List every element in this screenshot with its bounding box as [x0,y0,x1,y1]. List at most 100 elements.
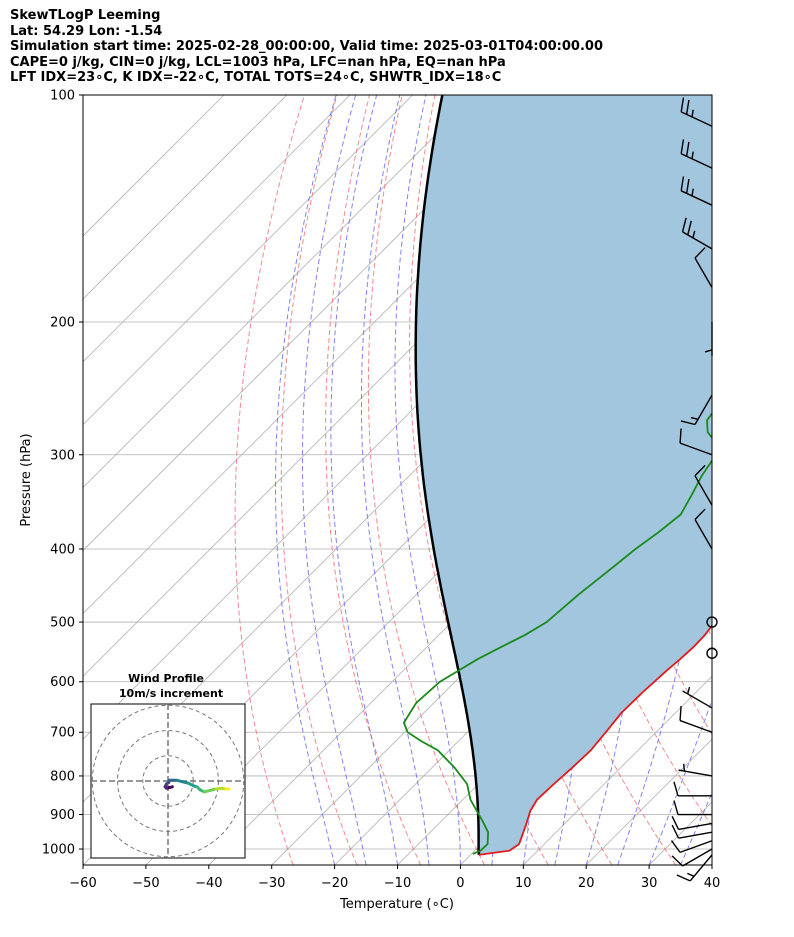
isotherm [83,95,476,489]
moist-adiabat [680,792,712,865]
y-tick-label: 500 [50,616,75,631]
barb-feather [673,800,679,815]
barb-staff [679,719,713,733]
barb-feather [694,464,706,477]
dry-adiabat [280,95,358,865]
barb-feather [680,176,685,191]
wind-barb [680,97,713,127]
inset-subtitle: 10m/s increment [119,687,223,700]
barb-feather [670,840,681,853]
dry-adiabat [761,95,794,865]
barb-feather [679,706,682,721]
x-tick-label: −30 [258,876,285,891]
y-tick-label: 400 [50,542,75,557]
barb-staff [678,769,713,777]
x-tick-label: −20 [321,876,348,891]
barb-feather [691,151,694,159]
x-tick-label: −60 [69,876,96,891]
y-tick-label: 600 [50,675,75,690]
hodograph [91,704,245,858]
x-tick-label: 20 [578,876,595,891]
moist-adiabat [648,698,712,865]
cin-shading [415,95,712,855]
wind-barb [670,840,713,854]
barb-staff [694,475,713,506]
barb-staff [694,519,713,550]
barb-feather [680,97,685,112]
isotherm [83,95,413,426]
y-tick-label: 800 [50,769,75,784]
isotherm [711,864,712,865]
barb-staff [678,822,713,831]
isotherm [523,675,712,865]
wind-barb [679,706,713,733]
dry-adiabat [325,95,422,865]
moist-adiabat [617,95,699,865]
profile-lines-layer [402,95,712,856]
dry-adiabat [367,95,485,865]
y-axis-label: Pressure (hPa) [19,433,34,526]
barb-staff [678,831,713,839]
wind-barb [682,686,713,709]
x-tick-label: 30 [641,876,658,891]
isotherm [83,95,225,237]
isotherm [83,95,351,363]
x-tick-label: 40 [704,876,721,891]
barb-feather [680,420,696,426]
barb-feather [687,220,692,236]
x-tick-label: −40 [195,876,222,891]
barb-feather [682,763,686,772]
parcel-profile [414,95,481,856]
wind-barb [678,763,713,777]
barb-feather [673,781,679,796]
isotherm [83,95,288,300]
wind-barb [680,394,713,426]
barb-feather [676,874,691,882]
y-tick-label: 300 [50,448,75,463]
y-tick-label: 700 [50,726,75,741]
inset-title: Wind Profile [128,672,204,685]
wind-barb [673,781,712,797]
x-tick-label: 10 [515,876,532,891]
barb-feather [691,188,694,196]
wind-barb [681,217,713,250]
barb-feather [679,428,682,444]
moist-adiabat [394,95,461,865]
wind-barbs-layer [670,97,718,882]
barb-feather [687,872,695,877]
wind-barb [673,800,712,816]
barb-staff [694,257,713,288]
axis-ticks: −60 −50 −40 −30 −20 −10 0 10 20 30 40 1000 900 800 700… [42,89,720,892]
wind-profile-inset: Wind Profile 10m/s increment [90,672,246,859]
y-tick-label: 1000 [42,843,75,858]
chart-header: SkewTLogP Leeming Lat: 54.29 Lon: -1.54 … [10,8,790,86]
index-line: LFT IDX=23∘C, K IDX=-22∘C, TOTAL TOTS=24… [10,70,502,85]
barb-feather [691,109,694,118]
cape-line: CAPE=0 j/kg, CIN=0 j/kg, LCL=1003 hPa, L… [10,54,506,70]
barb-feather [694,247,706,259]
x-tick-label: −10 [384,876,411,891]
y-tick-label: 100 [50,89,75,104]
wind-barb [676,854,713,882]
wind-barb [671,815,713,831]
moist-adiabat [711,863,712,865]
wind-barb [679,428,713,456]
hodograph-ring [91,704,245,858]
barb-feather [680,139,685,154]
dewpoint-profile [402,412,712,855]
wind-barb [680,139,713,169]
moist-adiabat [744,95,794,865]
barb-feather [671,855,684,867]
barb-staff [679,442,713,456]
dry-adiabat [728,95,794,865]
x-tick-label: −50 [132,876,159,891]
temperature-profile [478,624,712,856]
barb-feather [685,99,690,115]
isotherm [334,487,712,865]
barb-staff [682,848,713,867]
moist-adiabat [361,95,430,865]
moist-adiabat [302,95,367,865]
cape-shade-layer [415,95,712,855]
moist-adiabat [330,95,398,865]
